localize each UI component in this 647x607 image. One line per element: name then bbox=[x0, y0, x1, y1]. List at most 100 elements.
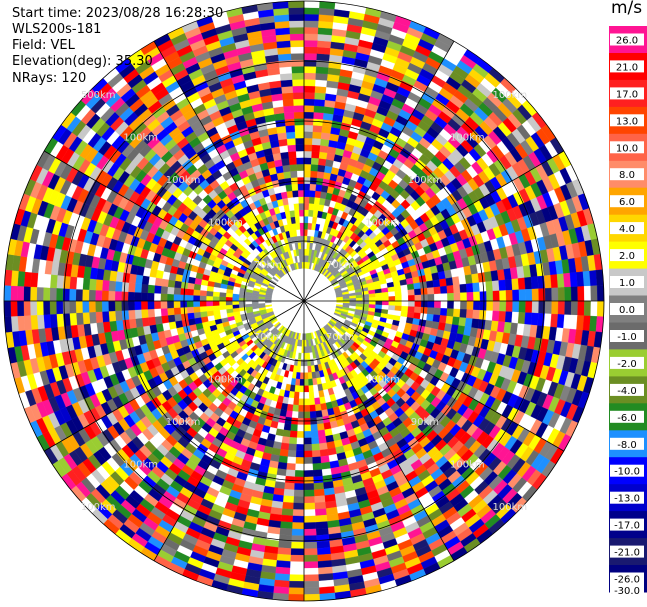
velocity-gate bbox=[303, 522, 317, 530]
velocity-gate bbox=[381, 291, 389, 298]
velocity-gate bbox=[288, 443, 297, 451]
velocity-gate bbox=[290, 554, 305, 563]
velocity-gate bbox=[296, 431, 305, 439]
velocity-gate bbox=[315, 514, 328, 523]
velocity-gate bbox=[318, 158, 327, 166]
velocity-gate bbox=[292, 509, 305, 517]
velocity-gate bbox=[303, 39, 318, 48]
velocity-gate bbox=[317, 27, 333, 36]
velocity-gate bbox=[317, 33, 333, 42]
ring-label: 100km bbox=[166, 417, 201, 428]
velocity-gate bbox=[311, 151, 320, 159]
velocity-gate bbox=[279, 66, 293, 75]
velocity-gate bbox=[303, 593, 320, 602]
velocity-gate bbox=[557, 287, 566, 302]
velocity-gate bbox=[29, 300, 38, 316]
velocity-gate bbox=[141, 309, 149, 319]
velocity-gate bbox=[290, 424, 298, 432]
velocity-gate bbox=[303, 46, 318, 54]
velocity-gate bbox=[307, 372, 313, 380]
velocity-gate bbox=[154, 308, 162, 317]
velocity-gate bbox=[283, 171, 292, 179]
velocity-gate bbox=[303, 33, 319, 41]
velocity-gate bbox=[292, 196, 300, 204]
velocity-gate bbox=[140, 292, 148, 302]
velocity-gate bbox=[400, 284, 408, 291]
velocity-gate bbox=[310, 164, 319, 172]
velocity-gate bbox=[281, 158, 290, 166]
velocity-gate bbox=[303, 411, 311, 419]
velocity-gate bbox=[453, 308, 461, 318]
velocity-gate bbox=[387, 286, 395, 293]
velocity-gate bbox=[212, 296, 220, 302]
velocity-gate bbox=[286, 463, 296, 471]
velocity-gate bbox=[303, 170, 311, 178]
velocity-gate bbox=[309, 177, 318, 185]
velocity-gate bbox=[472, 309, 480, 320]
velocity-gate bbox=[318, 151, 328, 160]
velocity-gate bbox=[504, 279, 513, 291]
velocity-gate bbox=[420, 306, 428, 315]
velocity-gate bbox=[525, 300, 533, 314]
velocity-gate bbox=[296, 229, 301, 237]
velocity-gate bbox=[308, 209, 314, 217]
velocity-gate bbox=[297, 424, 305, 432]
velocity-gate bbox=[289, 567, 305, 576]
velocity-gate bbox=[312, 138, 322, 146]
velocity-gate bbox=[452, 316, 460, 326]
velocity-gate bbox=[388, 300, 396, 306]
velocity-gate bbox=[308, 391, 315, 399]
velocity-gate bbox=[293, 111, 305, 119]
velocity-gate bbox=[56, 274, 65, 289]
velocity-gate bbox=[596, 300, 605, 317]
velocity-gate bbox=[3, 285, 12, 302]
velocity-gate bbox=[303, 248, 307, 256]
velocity-gate bbox=[407, 306, 415, 313]
velocity-gate bbox=[290, 177, 299, 185]
velocity-gate bbox=[277, 53, 292, 62]
velocity-gate bbox=[160, 293, 168, 302]
ring-label: 100km bbox=[492, 90, 527, 101]
velocity-gate bbox=[23, 300, 31, 316]
velocity-gate bbox=[294, 385, 300, 393]
velocity-gate bbox=[303, 450, 313, 458]
ring-label: 100km bbox=[208, 375, 243, 386]
velocity-gate bbox=[303, 222, 309, 230]
velocity-gate bbox=[295, 450, 305, 458]
velocity-gate bbox=[440, 300, 448, 309]
velocity-gate bbox=[299, 379, 305, 386]
velocity-gate bbox=[212, 291, 220, 297]
velocity-gate bbox=[282, 429, 291, 438]
velocity-gate bbox=[134, 283, 142, 293]
velocity-gate bbox=[206, 295, 213, 302]
velocity-gate bbox=[303, 515, 316, 523]
velocity-gate bbox=[303, 418, 311, 426]
velocity-gate bbox=[289, 33, 305, 41]
velocity-gate bbox=[212, 300, 220, 306]
velocity-gate bbox=[504, 311, 513, 323]
velocity-gate bbox=[287, 197, 294, 205]
velocity-gate bbox=[49, 274, 58, 289]
velocity-gate bbox=[303, 124, 314, 132]
velocity-gate bbox=[368, 297, 376, 302]
velocity-gate bbox=[303, 144, 313, 152]
velocity-gate bbox=[291, 66, 305, 74]
velocity-gate bbox=[349, 298, 357, 302]
velocity-gate bbox=[82, 312, 91, 325]
velocity-gate bbox=[186, 300, 194, 308]
velocity-gate bbox=[408, 300, 416, 307]
velocity-gate bbox=[290, 39, 305, 48]
start-time-label: Start time: 2023/08/28 16:28:30 bbox=[12, 6, 224, 21]
velocity-gate bbox=[440, 308, 448, 317]
velocity-gate bbox=[187, 318, 196, 326]
velocity-gate bbox=[280, 514, 293, 523]
velocity-gate bbox=[318, 442, 328, 451]
velocity-gate bbox=[288, 587, 305, 595]
velocity-gate bbox=[293, 203, 300, 211]
velocity-gate bbox=[292, 79, 305, 87]
velocity-gate bbox=[414, 294, 422, 302]
velocity-gate bbox=[466, 291, 474, 302]
velocity-gate bbox=[530, 312, 539, 326]
velocity-gate bbox=[75, 312, 84, 326]
velocity-gate bbox=[290, 170, 298, 178]
